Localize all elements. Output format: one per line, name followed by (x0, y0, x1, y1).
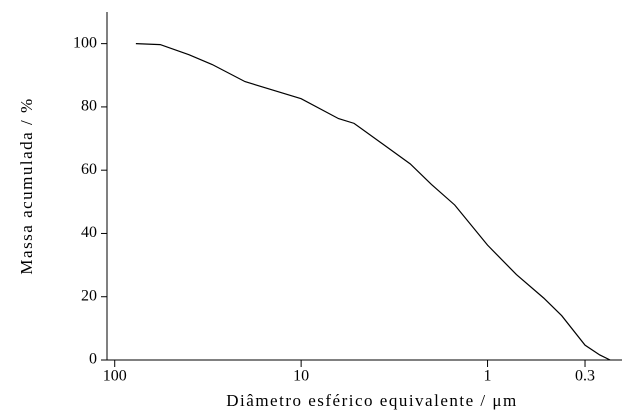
x-axis-title: Diâmetro esférico equivalente / μm (226, 391, 517, 410)
y-tick-label: 0 (89, 351, 97, 368)
y-tick-label: 80 (81, 98, 97, 115)
y-axis-title: Massa acumulada / % (17, 97, 36, 274)
y-tick-label: 40 (81, 224, 97, 241)
x-tick-label: 0.3 (575, 368, 595, 385)
y-tick-label: 100 (73, 34, 97, 51)
y-tick-label: 20 (81, 287, 97, 304)
x-tick-label: 10 (293, 368, 309, 385)
x-tick-label: 1 (484, 368, 492, 385)
x-tick-label: 100 (103, 368, 127, 385)
y-tick-label: 60 (81, 161, 97, 178)
data-line (135, 43, 611, 361)
